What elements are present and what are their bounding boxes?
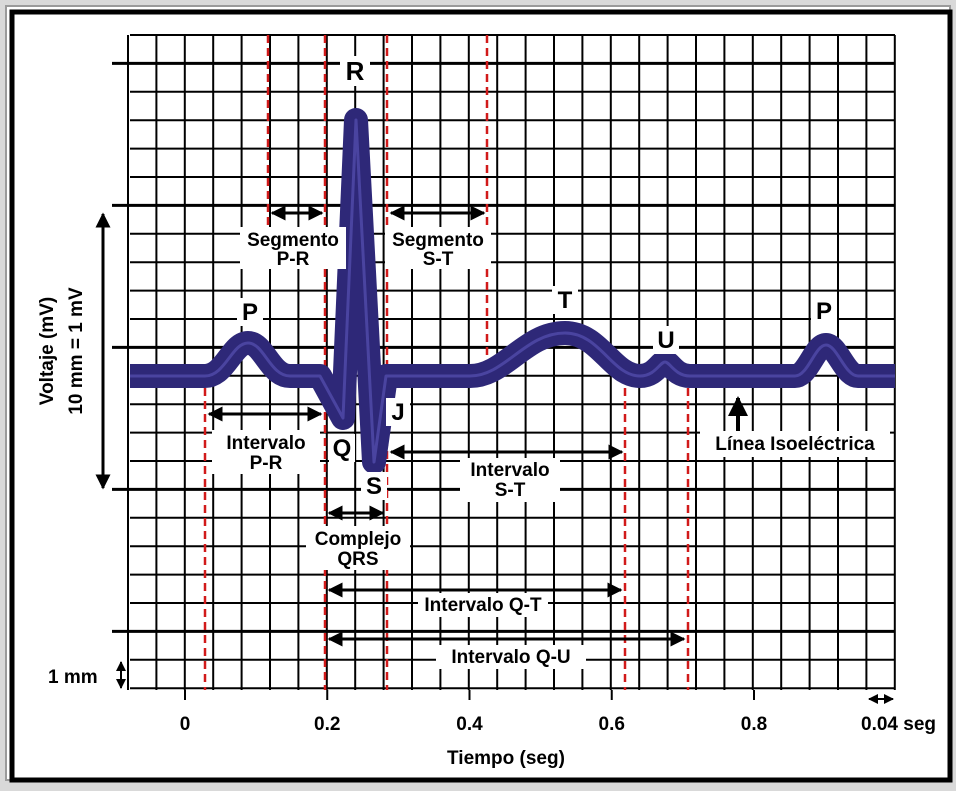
x-axis-tick-label: 0.4 xyxy=(456,714,483,735)
wave-label-u: U xyxy=(657,327,674,354)
scale-1mm-label: 1 mm xyxy=(48,667,98,688)
label-bg-p2 xyxy=(811,297,837,325)
x-axis-tick-label: 0.6 xyxy=(599,714,625,735)
interval-qt-label: Intervalo Q-T xyxy=(424,595,542,616)
label-bg-complex-qrs xyxy=(306,526,410,570)
wave-label-s: S xyxy=(366,473,382,500)
ecg-trace-highlight xyxy=(130,118,895,464)
x-axis-ticks: 0 0.2 0.4 0.6 0.8 xyxy=(180,690,767,735)
segment-st-line2: S-T xyxy=(423,249,454,270)
interval-pr-line2: P-R xyxy=(250,453,283,474)
label-bg-j xyxy=(386,398,410,426)
label-bg-segment-pr xyxy=(240,227,346,269)
label-bg-segment-st xyxy=(385,227,491,269)
interval-pr-line1: Intervalo xyxy=(226,433,305,454)
panel-border xyxy=(9,9,953,783)
measurement-arrows xyxy=(95,205,894,704)
label-bg-interval-qt xyxy=(418,593,548,617)
wave-label-q: Q xyxy=(333,435,352,462)
label-bg-s xyxy=(361,472,387,500)
scale-004-label: 0.04 seg xyxy=(861,714,936,735)
label-bg-interval-st xyxy=(460,458,560,502)
label-bg-r xyxy=(340,56,370,86)
segment-st-line1: Segmento xyxy=(392,230,484,251)
label-bg-interval-qu xyxy=(436,645,586,669)
label-bg-isoelectric xyxy=(700,431,890,457)
wave-label-p2: P xyxy=(816,298,832,325)
isoelectric-line-label: Línea Isoeléctrica xyxy=(715,434,875,455)
x-axis-tick-label: 0.8 xyxy=(741,714,767,735)
y-axis-voltage-label: Voltaje (mV) xyxy=(37,297,58,405)
segment-pr-line2: P-R xyxy=(277,249,310,270)
wave-label-r: R xyxy=(346,56,365,86)
wave-label-p1: P xyxy=(242,299,258,326)
label-bg-p1 xyxy=(237,298,263,326)
segment-pr-line1: Segmento xyxy=(247,230,339,251)
label-bg-q xyxy=(329,434,355,462)
label-bg-interval-pr xyxy=(212,430,320,474)
label-bg-u xyxy=(653,326,679,354)
x-axis-tick-label: 0.2 xyxy=(314,714,340,735)
complex-qrs-line2: QRS xyxy=(337,549,378,570)
x-axis-title: Tiempo (seg) xyxy=(447,748,565,769)
interval-st-line2: S-T xyxy=(495,480,526,501)
label-bg-t xyxy=(552,286,578,314)
complex-qrs-line1: Complejo xyxy=(315,529,402,550)
y-axis-scale-label: 10 mm = 1 mV xyxy=(66,287,87,415)
interval-qu-label: Intervalo Q-U xyxy=(451,647,570,668)
x-axis-tick-label: 0 xyxy=(180,714,191,735)
wave-label-j: J xyxy=(391,399,404,426)
interval-st-line1: Intervalo xyxy=(470,460,549,481)
wave-label-t: T xyxy=(558,287,573,314)
